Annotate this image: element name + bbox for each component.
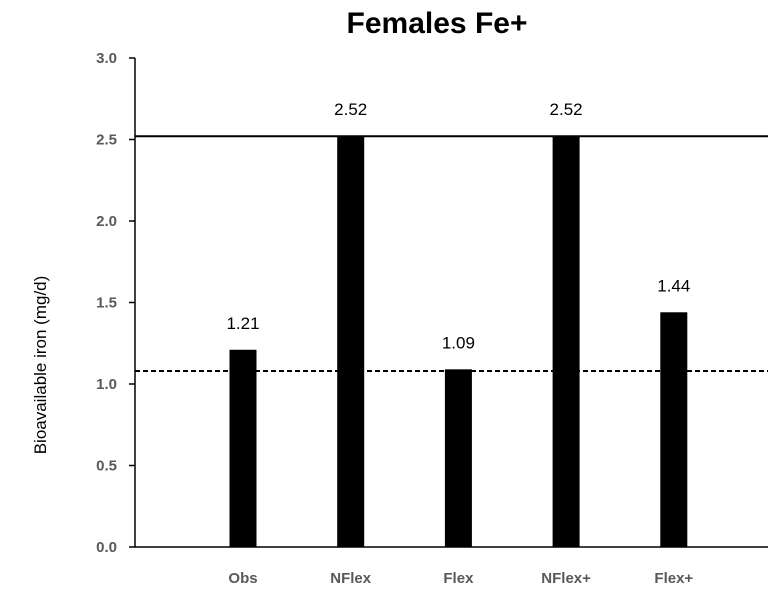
y-axis-label: Bioavailable iron (mg/d) bbox=[31, 276, 50, 455]
y-tick-label: 3.0 bbox=[96, 50, 117, 67]
bar-obs bbox=[229, 349, 257, 547]
data-label: 1.09 bbox=[442, 333, 475, 352]
y-tick-label: 1.0 bbox=[96, 376, 117, 393]
data-label: 1.44 bbox=[657, 276, 690, 295]
category-label: NFlex+ bbox=[541, 570, 591, 587]
y-tick-label: 2.0 bbox=[96, 213, 117, 230]
y-tick-label: 0.0 bbox=[96, 539, 117, 556]
bar-flex-plus bbox=[660, 312, 688, 547]
bars: 1.21 2.52 1.09 2.52 1.44 bbox=[226, 100, 690, 548]
category-label: Flex+ bbox=[654, 570, 693, 587]
bar-flex bbox=[444, 369, 472, 547]
data-label: 2.52 bbox=[334, 100, 367, 119]
y-tick-label: 0.5 bbox=[96, 458, 117, 475]
data-label: 1.21 bbox=[226, 314, 259, 333]
y-tick-label: 1.5 bbox=[96, 295, 117, 312]
y-tick-label: 2.5 bbox=[96, 132, 117, 149]
category-label: Obs bbox=[228, 570, 257, 587]
chart-title: Females Fe+ bbox=[347, 7, 528, 40]
category-label: NFlex bbox=[330, 570, 372, 587]
bar-nflex-plus bbox=[552, 136, 580, 548]
axes: Obs NFlex Flex NFlex+ Flex+ 0.0 0.5 1.0 1.5 2.0 2.… bbox=[96, 50, 768, 587]
data-label: 2.52 bbox=[550, 100, 583, 119]
bar-nflex bbox=[337, 136, 365, 548]
category-label: Flex bbox=[443, 570, 474, 587]
